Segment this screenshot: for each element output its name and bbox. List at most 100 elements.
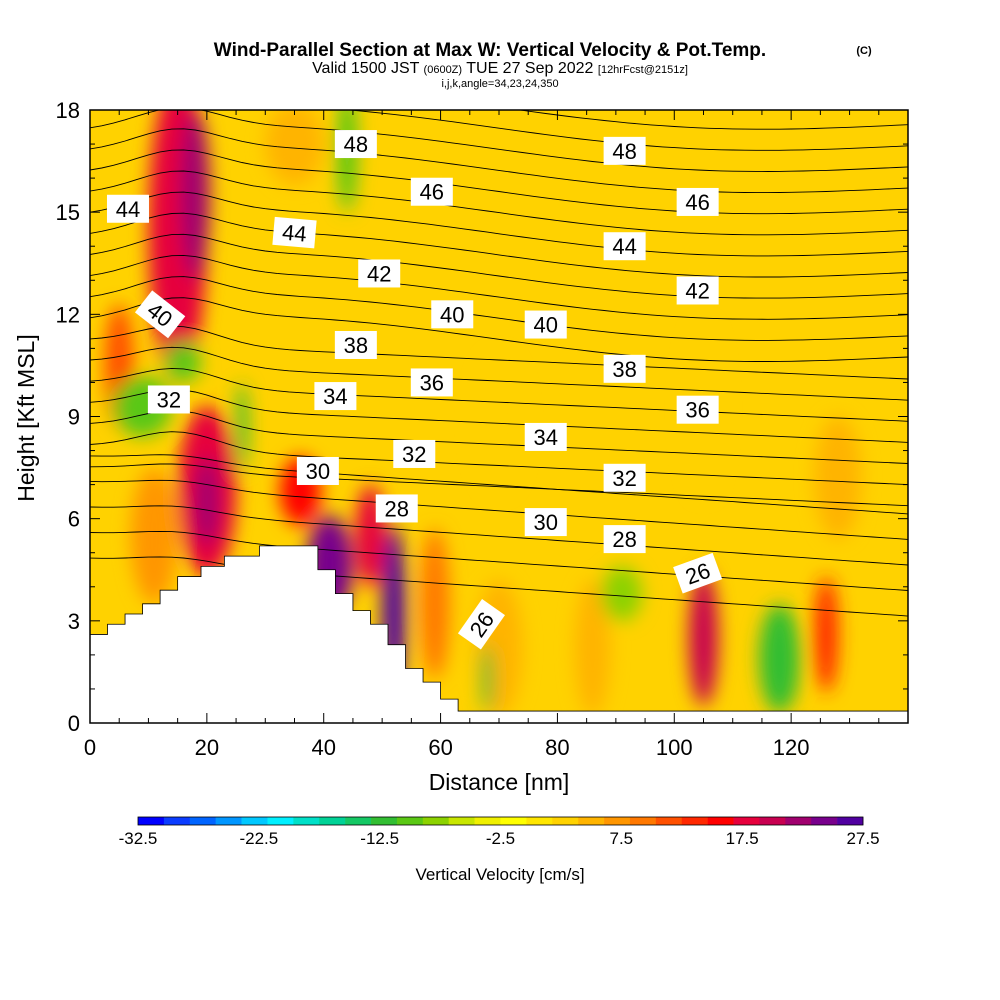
theta-contour-37 xyxy=(90,325,908,380)
y-tick-label: 3 xyxy=(68,609,80,634)
theta-contour-31 xyxy=(90,463,908,507)
theta-contour-45 xyxy=(90,149,908,215)
theta-contour-29 xyxy=(90,479,908,540)
colorbar-label: -22.5 xyxy=(239,829,278,848)
colorbar-swatch xyxy=(837,817,864,825)
colorbar-swatch xyxy=(578,817,605,825)
velocity-field xyxy=(104,110,862,717)
theta-contour-30 xyxy=(90,454,908,515)
colorbar-swatch xyxy=(422,817,450,825)
colorbar-swatch xyxy=(163,817,191,825)
contour-label-40: 40 xyxy=(524,310,567,339)
colorbar-swatch xyxy=(759,817,786,825)
contour-label-box xyxy=(272,216,317,249)
contour-label-46: 46 xyxy=(410,177,453,206)
theta-contour-36 xyxy=(90,346,908,401)
subtitle-valid-time: Valid 1500 JST xyxy=(312,60,420,77)
colorbar-label: -32.5 xyxy=(119,829,158,848)
contour-label-box xyxy=(524,508,567,537)
contour-label-text: 32 xyxy=(402,442,426,467)
chart-title: Wind-Parallel Section at Max W: Vertical… xyxy=(214,40,766,61)
title-copyright-mark: (C) xyxy=(856,45,872,57)
contour-label-text: 46 xyxy=(685,190,709,215)
y-tick-label: 18 xyxy=(56,98,80,123)
colorbar-frame xyxy=(137,816,864,826)
contour-label-box xyxy=(334,130,377,159)
velocity-cell-21 xyxy=(481,644,494,713)
x-tick-label: 40 xyxy=(311,735,335,760)
colorbar-label: 17.5 xyxy=(726,829,759,848)
contour-label-text: 38 xyxy=(612,357,636,382)
chart-subtitle: Valid 1500 JST (0600Z) TUE 27 Sep 2022 [… xyxy=(312,60,688,77)
colorbar-swatch xyxy=(785,817,812,825)
colorbar-swatch xyxy=(655,817,683,825)
velocity-cell-17 xyxy=(165,341,202,383)
contour-label-30: 30 xyxy=(524,508,567,537)
contour-label-box xyxy=(314,382,357,411)
contour-label-text: 40 xyxy=(534,313,558,338)
y-tick-label: 15 xyxy=(56,200,80,225)
contour-label-32: 32 xyxy=(603,463,646,492)
contour-label-36: 36 xyxy=(410,368,453,397)
contour-label-text: 44 xyxy=(116,197,140,222)
colorbar-swatch xyxy=(474,817,501,825)
section-parameters: i,j,k,angle=34,23,24,350 xyxy=(441,78,558,90)
colorbar-swatch xyxy=(707,817,734,825)
x-axis: 0 20 40 60 80 100 120 xyxy=(84,110,880,760)
contour-label-box xyxy=(676,395,719,424)
contour-label-box xyxy=(673,552,723,594)
contour-label-text: 32 xyxy=(612,466,636,491)
contour-label-box xyxy=(676,276,719,305)
velocity-cell-12 xyxy=(814,576,838,693)
velocity-cell-11 xyxy=(688,569,719,706)
contour-label-text: 48 xyxy=(344,132,368,157)
velocity-cell-14 xyxy=(574,579,611,717)
velocity-cell-4 xyxy=(195,457,219,546)
contour-label-text: 44 xyxy=(281,220,308,247)
theta-contour-42 xyxy=(90,212,908,278)
contour-label-34: 34 xyxy=(524,422,567,451)
contour-label-box xyxy=(431,300,474,329)
colorbar-swatch xyxy=(448,817,475,825)
theta-contour-48 xyxy=(344,110,908,151)
colorbar-swatch xyxy=(371,817,398,825)
contour-label-box xyxy=(106,194,149,223)
contour-label-box xyxy=(410,177,453,206)
contour-label-box xyxy=(358,259,401,288)
colorbar-swatch xyxy=(500,817,527,825)
terrain xyxy=(90,545,908,723)
contour-label-48: 48 xyxy=(603,136,646,165)
contour-label-text: 46 xyxy=(420,180,444,205)
theta-contour-32 xyxy=(90,431,908,486)
velocity-cell-9 xyxy=(420,528,450,679)
contour-label-box xyxy=(296,456,339,485)
contour-label-text: 42 xyxy=(685,278,709,303)
contour-label-38: 38 xyxy=(334,330,377,359)
y-tick-label: 12 xyxy=(56,302,80,327)
theta-contour-41 xyxy=(90,233,908,299)
theta-contour-44 xyxy=(90,170,908,236)
colorbar-swatch xyxy=(267,817,294,825)
contour-label-text: 30 xyxy=(306,459,330,484)
contour-label-text: 40 xyxy=(440,302,464,327)
contour-label-32: 32 xyxy=(147,385,190,414)
theta-contour-33 xyxy=(90,410,908,464)
contour-label-48: 48 xyxy=(334,130,377,159)
contour-label-text: 28 xyxy=(612,527,636,552)
colorbar-title: Vertical Velocity [cm/s] xyxy=(415,865,584,884)
colorbar-swatch xyxy=(526,817,553,825)
contour-label-text: 34 xyxy=(534,425,558,450)
contour-label-text: 36 xyxy=(420,370,444,395)
y-tick-label: 0 xyxy=(68,711,80,736)
contour-label-text: 48 xyxy=(612,139,636,164)
velocity-cell-5 xyxy=(130,467,178,604)
theta-contour-28 xyxy=(90,505,908,566)
colorbar-label: 7.5 xyxy=(610,829,634,848)
velocity-cell-23 xyxy=(814,416,862,540)
x-tick-label: 100 xyxy=(656,735,693,760)
colorbar-swatch xyxy=(681,817,708,825)
x-tick-label: 0 xyxy=(84,735,96,760)
theta-contour-49 xyxy=(516,110,908,130)
